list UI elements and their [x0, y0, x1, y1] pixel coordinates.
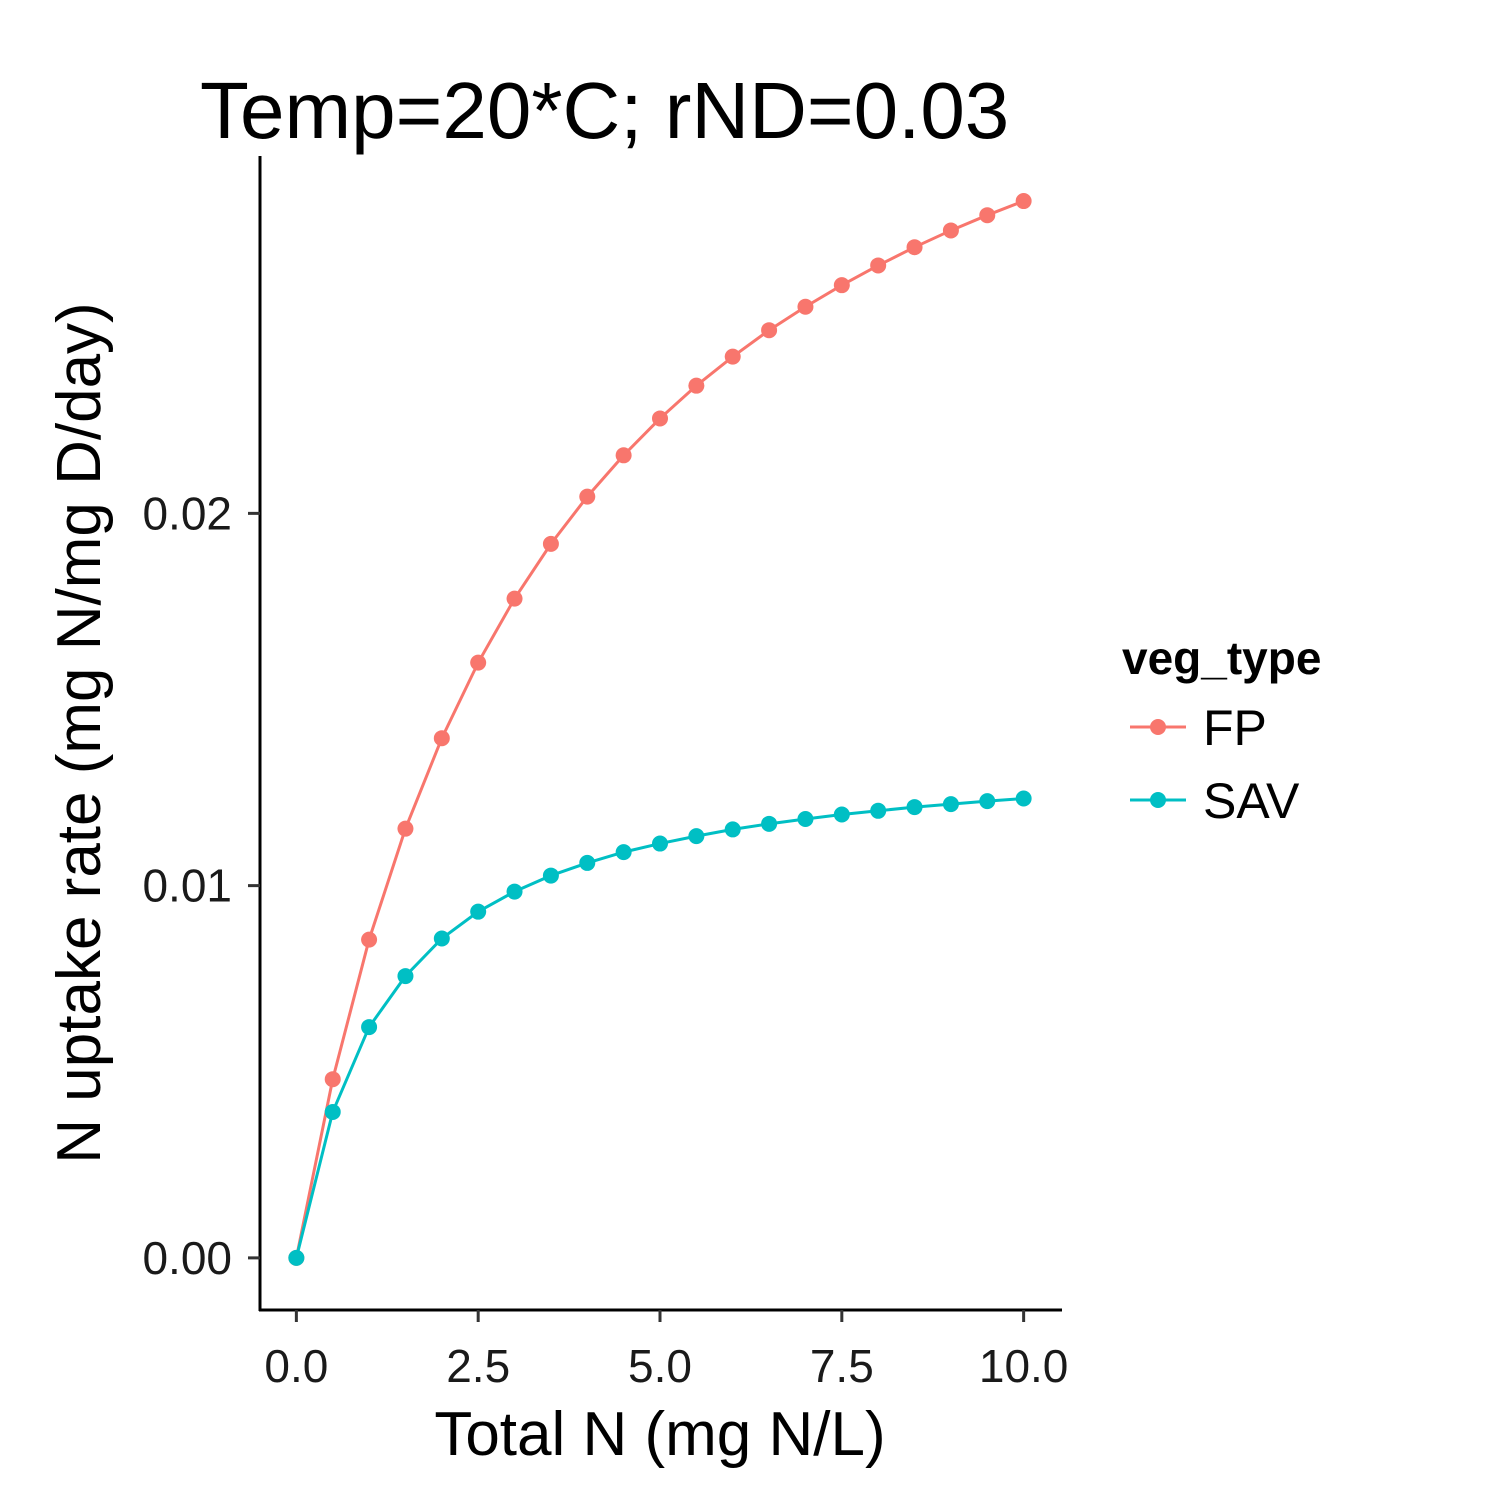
- y-tick-label: 0.01: [142, 860, 232, 912]
- legend-key-point: [1150, 719, 1166, 735]
- data-point-sav: [542, 867, 559, 884]
- x-tick-label: 10.0: [979, 1340, 1069, 1392]
- data-point-fp: [979, 207, 996, 224]
- data-point-fp: [397, 820, 414, 837]
- data-point-fp: [1015, 193, 1032, 210]
- legend-title: veg_type: [1122, 632, 1321, 684]
- y-tick-label: 0.00: [142, 1232, 232, 1284]
- data-point-fp: [870, 257, 887, 274]
- data-point-sav: [652, 835, 668, 852]
- series-sav: [288, 790, 1032, 1266]
- data-point-sav: [979, 793, 996, 810]
- data-point-sav: [724, 821, 741, 838]
- data-point-fp: [761, 322, 778, 339]
- legend: veg_type FP SAV: [1122, 632, 1321, 829]
- data-point-sav: [833, 806, 850, 823]
- data-point-fp: [942, 222, 959, 239]
- data-point-fp: [324, 1071, 341, 1088]
- x-ticks: 0.0 2.5 5.0 7.5 10.0: [264, 1310, 1068, 1392]
- y-ticks: 0.00 0.01 0.02: [142, 487, 260, 1284]
- data-point-sav: [579, 854, 596, 871]
- axes: [258, 156, 1062, 1312]
- series-line-sav: [294, 797, 1024, 1259]
- x-tick-label: 7.5: [810, 1340, 874, 1392]
- data-point-sav: [797, 810, 814, 827]
- y-axis-title: N uptake rate (mg N/mg D/day): [45, 302, 114, 1163]
- data-point-sav: [942, 796, 959, 813]
- series-fp: [288, 193, 1032, 1266]
- data-point-sav: [506, 883, 523, 900]
- data-point-sav: [870, 802, 887, 819]
- data-point-fp: [433, 730, 450, 747]
- data-point-fp: [579, 488, 596, 505]
- x-tick-label: 2.5: [446, 1340, 510, 1392]
- legend-item-fp: FP: [1130, 700, 1267, 756]
- data-point-fp: [797, 298, 814, 315]
- data-point-fp: [470, 654, 487, 671]
- plot-series: [288, 193, 1032, 1266]
- data-point-fp: [906, 239, 923, 256]
- x-tick-label: 5.0: [628, 1340, 692, 1392]
- legend-key-point: [1150, 792, 1166, 808]
- data-point-sav: [1015, 790, 1032, 807]
- data-point-sav: [324, 1103, 341, 1120]
- data-point-fp: [724, 348, 741, 365]
- x-axis-title: Total N (mg N/L): [434, 1400, 885, 1469]
- data-point-fp: [833, 277, 850, 294]
- data-point-fp: [652, 410, 668, 427]
- data-point-sav: [433, 930, 450, 947]
- data-point-fp: [542, 535, 559, 552]
- y-tick-label: 0.02: [142, 487, 232, 539]
- legend-items: FP SAV: [1130, 700, 1300, 829]
- data-point-sav: [397, 968, 414, 985]
- legend-label: SAV: [1203, 773, 1300, 829]
- data-point-sav: [906, 799, 923, 816]
- data-point-fp: [506, 590, 523, 607]
- data-point-fp: [361, 931, 378, 948]
- data-point-sav: [288, 1249, 305, 1266]
- data-point-fp: [615, 447, 632, 464]
- chart-title: Temp=20*C; rND=0.03: [200, 66, 1009, 155]
- data-point-sav: [470, 903, 487, 920]
- data-point-sav: [688, 828, 705, 845]
- legend-label: FP: [1203, 700, 1267, 756]
- data-point-sav: [761, 815, 778, 832]
- legend-item-sav: SAV: [1130, 773, 1300, 829]
- data-point-sav: [361, 1019, 378, 1036]
- data-point-sav: [615, 844, 632, 861]
- x-tick-label: 0.0: [264, 1340, 328, 1392]
- data-point-fp: [688, 377, 705, 394]
- series-line-fp: [294, 199, 1025, 1259]
